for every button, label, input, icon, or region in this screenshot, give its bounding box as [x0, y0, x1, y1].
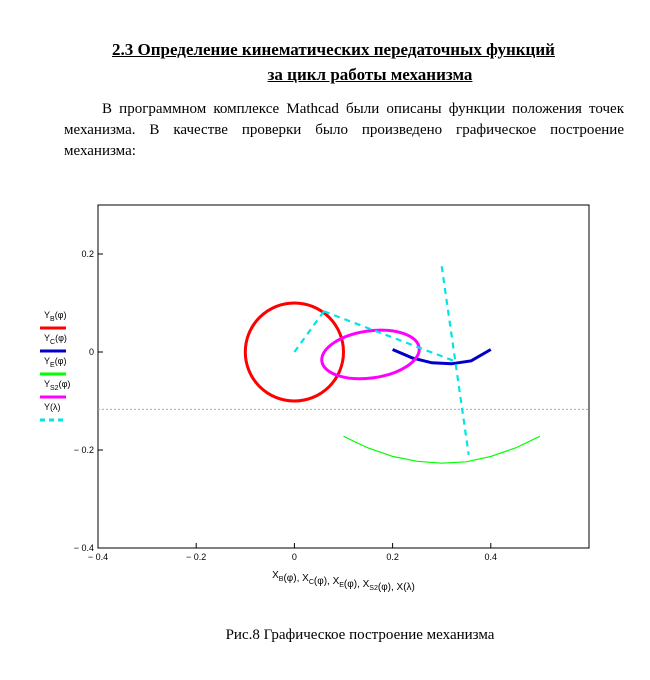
plot-series: [243, 266, 541, 464]
section-heading-line-2: за цикл работы механизма: [267, 65, 473, 84]
plot-border: [97, 204, 590, 549]
series-ye: [343, 435, 541, 464]
series-y: [440, 266, 470, 456]
body-paragraph: В программном комплексе Mathcad были опи…: [64, 101, 624, 159]
x-tick-label: 0.2: [386, 552, 399, 562]
mechanism-plot: − 0.4 − 0.2 0 0.2 0.4 0.2 0 − 0.2 − 0.4 YB(φ) YC(…: [40, 204, 590, 593]
plot-frame: [97, 204, 590, 549]
figure-caption: Рис.8 Графическое построение механизма: [225, 627, 495, 643]
y-tick-label: 0: [89, 347, 94, 357]
x-tick-label: − 0.4: [88, 552, 108, 562]
x-axis-label: XB(φ), XC(φ), XE(φ), XS2(φ), X(λ): [272, 570, 415, 593]
series-y: [293, 310, 325, 353]
legend-label: YS2(φ): [44, 379, 70, 392]
section-heading-line-1: 2.3 Определение кинематических передаточ…: [112, 40, 555, 59]
x-axis-title: XB(φ), XC(φ), XE(φ), XS2(φ), X(λ): [272, 570, 415, 593]
x-tick-label: 0: [292, 552, 297, 562]
y-tick-label: − 0.4: [74, 543, 94, 553]
legend-label: YE(φ): [44, 356, 67, 369]
legend-label: Y(λ): [44, 402, 61, 412]
axis-ticks: − 0.4 − 0.2 0 0.2 0.4 0.2 0 − 0.2 − 0.4: [74, 249, 497, 562]
series-yb: [243, 301, 345, 403]
series-y: [323, 310, 457, 363]
x-tick-label: 0.4: [485, 552, 498, 562]
series-yc: [392, 348, 492, 366]
y-tick-label: − 0.2: [74, 445, 94, 455]
legend-label: YB(φ): [44, 310, 67, 323]
y-tick-label: 0.2: [81, 249, 94, 259]
legend-label: YC(φ): [44, 333, 67, 346]
x-tick-label: − 0.2: [186, 552, 206, 562]
legend: YB(φ) YC(φ) YE(φ) YS2(φ) Y(λ): [40, 310, 70, 422]
